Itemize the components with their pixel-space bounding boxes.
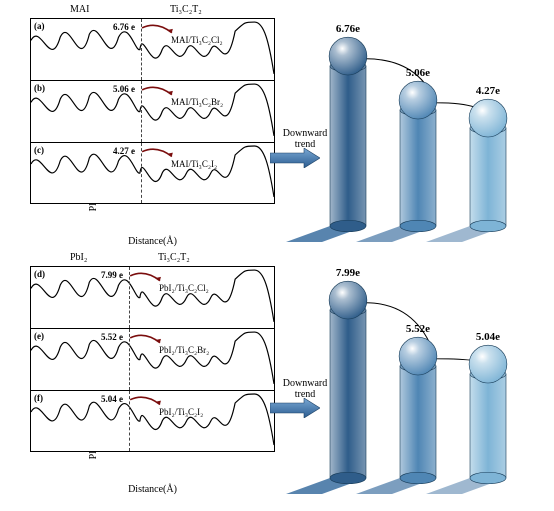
bars-3d-top: 6.76e 5.06e 4.27e bbox=[310, 4, 540, 244]
header-left-mai: MAI bbox=[70, 4, 89, 15]
panel-id-e: (e) bbox=[34, 331, 44, 341]
header-right-ti3c2t2: Ti₃C₂T₂ bbox=[158, 252, 190, 263]
x-axis-label: Distance(Å) bbox=[128, 484, 177, 495]
interface-line bbox=[129, 329, 130, 390]
panel-id-d: (d) bbox=[34, 269, 45, 279]
charge-value-a: 6.76 e bbox=[113, 22, 135, 32]
system-label-b: MAI/Ti₃C₂Br₂ bbox=[171, 97, 223, 107]
panel-id-a: (a) bbox=[34, 21, 45, 31]
system-label-c: MAI/Ti₃C₂I₂ bbox=[171, 159, 217, 169]
interface-line bbox=[129, 391, 130, 451]
panel-c: (c) 4.27 e MAI/Ti₃C₂I₂-20-10010051015202… bbox=[30, 142, 275, 204]
system-label-d: PbI₂/Ti₃C₂Cl₂ bbox=[159, 283, 209, 293]
svg-text:6.76e: 6.76e bbox=[336, 23, 360, 35]
svg-text:5.04e: 5.04e bbox=[476, 331, 500, 343]
panel-b: (b) 5.06 e MAI/Ti₃C₂Br₂-20-10010 bbox=[30, 80, 275, 142]
header-left-pbi2: PbI₂ bbox=[70, 252, 87, 263]
chart-stack-pbi2: Plane-averaged electrostatic potential (… bbox=[30, 266, 275, 481]
chart-stack-mai: Plane-averaged electrostatic potential (… bbox=[30, 18, 275, 233]
panel-id-c: (c) bbox=[34, 145, 44, 155]
interface-line bbox=[141, 19, 142, 80]
svg-text:7.99e: 7.99e bbox=[336, 267, 360, 279]
system-label-e: PbI₂/Ti₃C₂Br₂ bbox=[159, 345, 209, 355]
charge-value-e: 5.52 e bbox=[101, 332, 123, 342]
panel-id-f: (f) bbox=[34, 393, 43, 403]
panel-a: (a) 6.76 e MAI/Ti₃C₂Cl₂-20-10010 bbox=[30, 18, 275, 80]
svg-text:5.52e: 5.52e bbox=[406, 323, 430, 335]
header-right-ti3c2t2: Ti₃C₂T₂ bbox=[170, 4, 202, 15]
interface-line bbox=[129, 267, 130, 328]
x-axis-label: Distance(Å) bbox=[128, 236, 177, 247]
interface-line bbox=[141, 81, 142, 142]
charge-value-f: 5.04 e bbox=[101, 394, 123, 404]
charge-value-b: 5.06 e bbox=[113, 84, 135, 94]
system-label-a: MAI/Ti₃C₂Cl₂ bbox=[171, 35, 223, 45]
panel-e: (e) 5.52 e PbI₂/Ti₃C₂Br₂-20-10010 bbox=[30, 328, 275, 390]
panel-d: (d) 7.99 e PbI₂/Ti₃C₂Cl₂-20-10010 bbox=[30, 266, 275, 328]
panel-f: (f) 5.04 e PbI₂/Ti₃C₂I₂-20-1001005101520… bbox=[30, 390, 275, 452]
system-label-f: PbI₂/Ti₃C₂I₂ bbox=[159, 407, 203, 417]
svg-text:4.27e: 4.27e bbox=[476, 85, 500, 97]
bars-3d-bot: 7.99e 5.52e 5.04e bbox=[310, 256, 540, 496]
interface-line bbox=[141, 143, 142, 203]
charge-value-d: 7.99 e bbox=[101, 270, 123, 280]
panel-id-b: (b) bbox=[34, 83, 45, 93]
charge-value-c: 4.27 e bbox=[113, 146, 135, 156]
svg-text:5.06e: 5.06e bbox=[406, 67, 430, 79]
